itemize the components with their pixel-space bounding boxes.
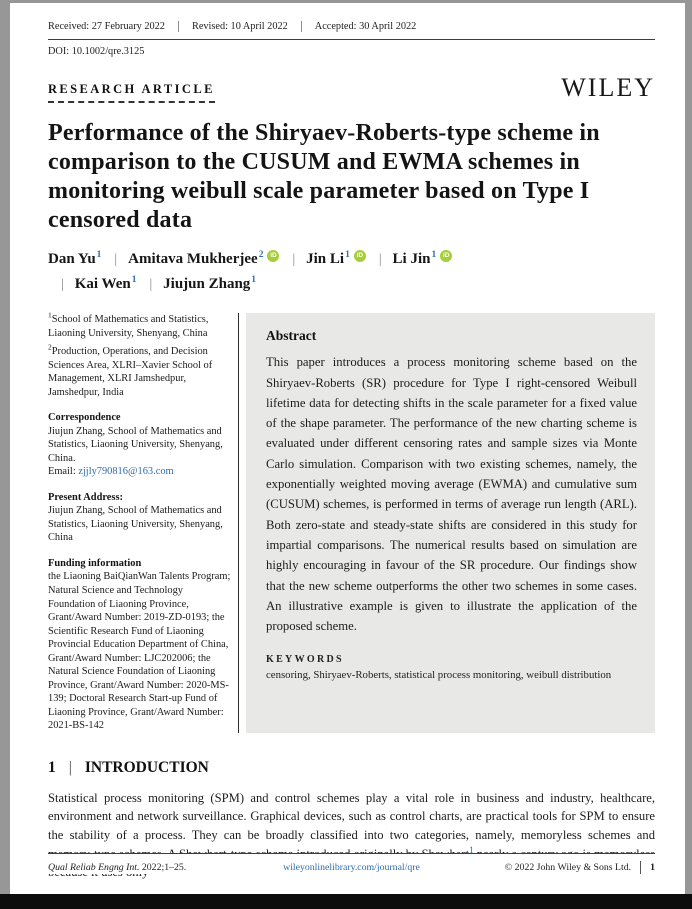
affiliation-text: Production, Operations, and Decision Sci… xyxy=(48,346,213,398)
author-separator: | xyxy=(378,251,382,267)
column-divider-rule xyxy=(238,313,239,733)
journal-name: Qual Reliab Engng Int. xyxy=(48,862,140,873)
footer-link-wrap: wileyonlinelibrary.com/journal/qre xyxy=(262,862,441,873)
abstract-box: Abstract This paper introduces a process… xyxy=(246,313,655,733)
author-name: Kai Wen xyxy=(74,276,131,293)
keywords-heading: KEYWORDS xyxy=(266,653,344,665)
correspondence-heading: Correspondence xyxy=(48,412,121,424)
citation-link[interactable]: 1 xyxy=(469,844,474,855)
orcid-icon[interactable]: iD xyxy=(267,250,280,263)
funding-body: the Liaoning BaiQianWan Talents Program;… xyxy=(48,571,231,732)
author-entry: Dan Yu1 xyxy=(48,250,102,268)
present-address-body: Jiujun Zhang, School of Mathematics and … xyxy=(48,505,223,544)
page-number-divider xyxy=(640,861,642,874)
wiley-logo: WILEY xyxy=(561,73,655,102)
two-column-block: 1School of Mathematics and Statistics, L… xyxy=(48,310,655,733)
author-affiliation-superscript: 1 xyxy=(251,275,257,286)
article-type-label: RESEARCH ARTICLE xyxy=(48,82,215,103)
author-affiliation-superscript: 2 xyxy=(258,250,264,261)
affiliation-text: School of Mathematics and Statistics, Li… xyxy=(48,314,209,339)
author-name: Li Jin xyxy=(392,251,431,268)
abstract-heading: Abstract xyxy=(266,328,317,344)
author-name: Jiujun Zhang xyxy=(163,276,251,293)
keywords-text: censoring, Shiryaev-Roberts, statistical… xyxy=(266,668,612,681)
orcid-icon[interactable]: iD xyxy=(440,250,453,263)
revised-date: Revised: 10 April 2022 xyxy=(177,21,301,32)
author-affiliation-superscript: 1 xyxy=(431,250,437,261)
abstract-body: This paper introduces a process monitori… xyxy=(266,355,637,634)
page-number: 1 xyxy=(650,862,655,873)
affiliation-item: 2Production, Operations, and Decision Sc… xyxy=(48,342,231,399)
footer-right: © 2022 John Wiley & Sons Ltd. 1 xyxy=(441,861,655,874)
introduction-section-heading: 1 | INTRODUCTION xyxy=(48,759,655,777)
bottom-edge-bar xyxy=(0,894,692,909)
section-divider: | xyxy=(68,758,72,776)
affiliation-superscript: 2 xyxy=(48,342,52,352)
paper-page: Received: 27 February 2022 Revised: 10 A… xyxy=(10,3,685,894)
author-entry: Jiujun Zhang1 xyxy=(163,275,257,293)
journal-website-link[interactable]: wileyonlinelibrary.com/journal/qre xyxy=(283,862,420,873)
correspondence-body: Jiujun Zhang, School of Mathematics and … xyxy=(48,425,223,464)
submission-meta-row: Received: 27 February 2022 Revised: 10 A… xyxy=(48,21,655,40)
paper-title: Performance of the Shiryaev-Roberts-type… xyxy=(48,120,600,234)
footer-citation: Qual Reliab Engng Int. 2022;1–25. xyxy=(48,862,262,873)
present-address-heading: Present Address: xyxy=(48,491,123,503)
section-title: INTRODUCTION xyxy=(84,758,209,776)
author-name: Jin Li xyxy=(306,251,345,268)
author-separator: | xyxy=(114,251,118,267)
author-affiliation-superscript: 1 xyxy=(131,275,137,286)
author-name: Amitava Mukherjee xyxy=(128,251,258,268)
author-separator: | xyxy=(61,276,64,292)
author-entry: Kai Wen1 xyxy=(74,275,137,293)
author-entry: Li Jin1 iD xyxy=(392,250,453,268)
copyright-notice: © 2022 John Wiley & Sons Ltd. xyxy=(504,862,632,873)
journal-pages: 2022;1–25. xyxy=(139,862,187,873)
affiliation-item: 1School of Mathematics and Statistics, L… xyxy=(48,310,231,340)
affiliations-list: 1School of Mathematics and Statistics, L… xyxy=(48,310,231,399)
orcid-icon[interactable]: iD xyxy=(353,250,366,263)
email-line: Email: zjjly790816@163.com xyxy=(48,465,231,479)
intro-text-before-citation: Statistical process monitoring (SPM) and… xyxy=(48,790,655,861)
author-entry: Amitava Mukherjee2 iD xyxy=(128,250,280,268)
author-entry: Jin Li1 iD xyxy=(306,250,366,268)
author-separator: | xyxy=(292,251,296,267)
funding-heading: Funding information xyxy=(48,557,142,569)
email-label: Email: xyxy=(48,466,79,478)
doi-line: DOI: 10.1002/qre.3125 xyxy=(48,46,145,57)
email-link[interactable]: zjjly790816@163.com xyxy=(78,466,174,478)
author-separator: | xyxy=(149,276,153,292)
article-header-row: RESEARCH ARTICLE WILEY xyxy=(48,73,655,103)
authors-row: Dan Yu1 | Amitava Mukherjee2 iD | Jin Li1 iD | L… xyxy=(48,247,652,297)
left-column: 1School of Mathematics and Statistics, L… xyxy=(48,310,231,732)
accepted-date: Accepted: 30 April 2022 xyxy=(300,21,430,32)
affiliation-superscript: 1 xyxy=(48,310,52,320)
page-footer: Qual Reliab Engng Int. 2022;1–25. wileyo… xyxy=(48,853,655,874)
author-name: Dan Yu xyxy=(48,251,96,268)
author-affiliation-superscript: 1 xyxy=(345,250,350,261)
received-date: Received: 27 February 2022 xyxy=(48,21,165,32)
author-affiliation-superscript: 1 xyxy=(96,250,102,261)
section-number: 1 xyxy=(48,758,56,776)
